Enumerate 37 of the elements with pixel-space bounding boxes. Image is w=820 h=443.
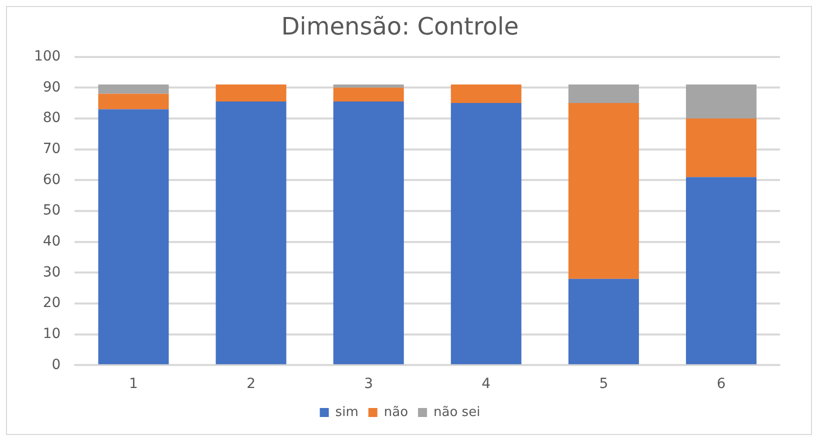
bar xyxy=(686,118,756,178)
legend-label: não xyxy=(384,404,408,420)
legend-label: não sei xyxy=(434,404,480,420)
x-tick-label: 6 xyxy=(716,376,726,392)
y-tick-label: 90 xyxy=(42,79,61,96)
y-tick-label: 100 xyxy=(34,48,61,64)
bar xyxy=(333,102,404,364)
x-tick-label: 2 xyxy=(246,376,256,392)
y-tick-label: 50 xyxy=(42,202,61,219)
y-tick-label: 80 xyxy=(42,110,61,126)
bar xyxy=(216,102,286,364)
y-tick-label: 60 xyxy=(42,172,61,188)
bar xyxy=(98,109,169,364)
x-tick-label: 5 xyxy=(599,376,608,392)
bar xyxy=(216,84,286,102)
bar xyxy=(98,84,169,94)
x-tick-label: 4 xyxy=(482,376,491,392)
bar xyxy=(450,84,522,104)
y-tick-label: 20 xyxy=(42,295,61,312)
bar xyxy=(568,103,639,279)
legend-label: sim xyxy=(335,404,358,420)
bar xyxy=(450,103,522,364)
bar xyxy=(686,177,756,364)
y-tick-label: 30 xyxy=(42,264,61,280)
bar xyxy=(333,88,404,102)
bar xyxy=(686,84,756,118)
bar xyxy=(333,84,404,88)
bar xyxy=(568,84,639,104)
y-tick-label: 0 xyxy=(52,356,61,373)
x-tick-label: 1 xyxy=(129,376,138,392)
y-tick-label: 10 xyxy=(42,326,61,342)
bar xyxy=(98,94,169,110)
y-tick-label: 40 xyxy=(42,233,61,250)
bar xyxy=(568,278,639,364)
x-tick-label: 3 xyxy=(364,376,374,392)
y-tick-label: 70 xyxy=(42,140,61,157)
chart-title: Dimensão: Controle xyxy=(281,12,519,41)
